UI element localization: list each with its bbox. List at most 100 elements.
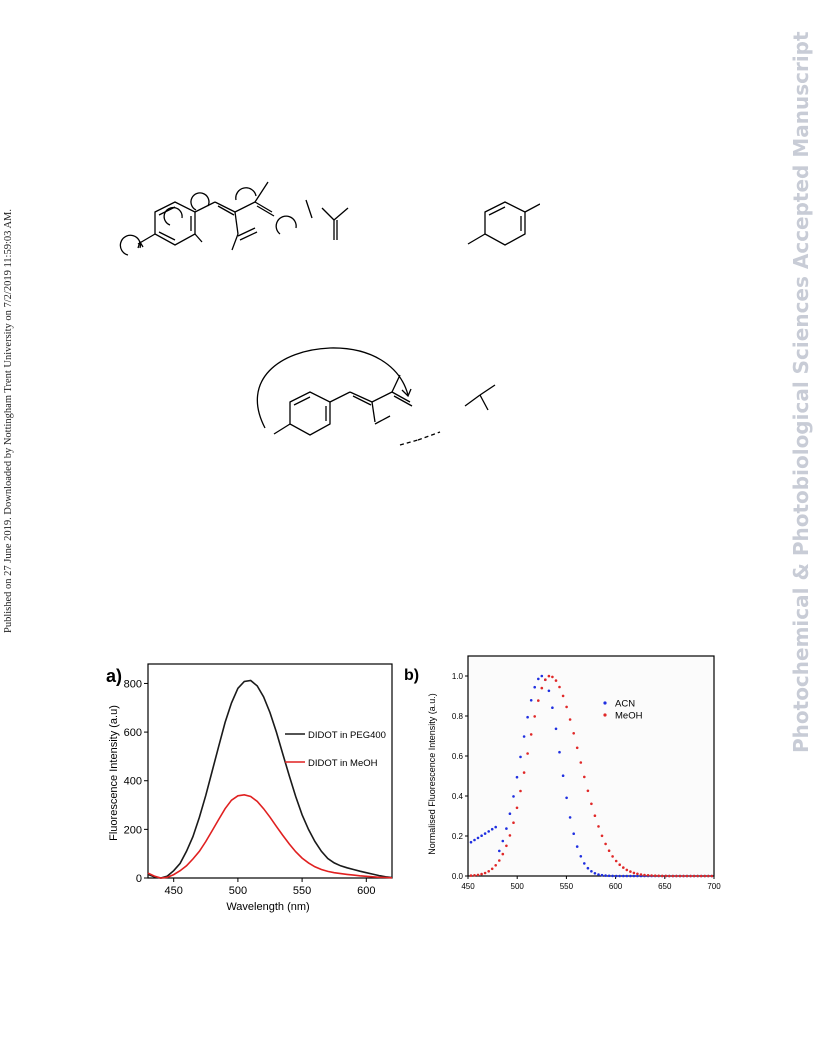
data-point-meoh [498,859,501,862]
x-tick-label-a: 600 [357,885,375,897]
panel-label-b: b) [404,667,419,684]
data-point-acn [476,836,480,840]
data-point-meoh [692,874,696,878]
data-point-meoh [703,874,707,878]
y-tick-label-b: 0.8 [452,712,464,721]
plot-frame-b [467,655,715,877]
chart-a: a) 450 500 550 600 0 200 400 600 800 DIDOT in PEG… [106,663,393,913]
data-point-acn [593,872,597,875]
data-point-meoh [664,874,668,878]
data-point-acn [590,870,593,873]
legend-label-b: ACN [615,699,635,710]
data-point-acn [515,775,519,779]
data-point-meoh [508,834,512,837]
data-point-acn [618,874,621,878]
data-point-meoh [618,863,621,866]
data-point-meoh [544,678,547,681]
data-point-acn [554,727,558,731]
data-point-acn [611,874,614,878]
data-point-acn [625,874,629,878]
x-tick-label-b: 650 [658,882,672,891]
data-point-meoh [650,874,653,877]
data-point-acn [614,874,618,878]
data-point-acn [522,735,526,738]
legend-label-a: DIDOT in MeOH [308,758,378,769]
legend-marker-b [603,713,607,717]
data-point-meoh [529,733,533,736]
data-point-meoh [526,752,529,755]
data-point-meoh [622,866,625,869]
data-point-acn [568,816,572,819]
data-point-acn [487,830,490,833]
data-point-meoh [685,874,689,878]
y-tick-label-b: 0.6 [452,752,464,761]
y-tick-label-b: 0.4 [452,792,464,801]
data-point-acn [529,699,533,702]
data-point-meoh [540,686,544,690]
data-point-meoh [707,874,710,878]
data-point-meoh [625,868,629,872]
data-point-meoh [699,874,703,878]
data-point-meoh [473,874,476,877]
x-tick-label-b: 700 [707,882,721,891]
plot-frame-a [147,663,393,879]
data-point-meoh [515,806,519,810]
structure-top-left [119,181,349,256]
data-point-meoh [636,872,639,876]
data-point-meoh [568,718,572,721]
data-point-meoh [561,694,565,698]
data-point-meoh [483,871,487,875]
data-point-meoh [533,715,536,718]
data-point-meoh [558,685,561,689]
y-tick-label-b: 1.0 [452,672,464,681]
data-point-acn [526,715,529,719]
data-point-meoh [657,874,660,878]
data-point-acn [508,812,512,815]
y-tick-label-b: 0.2 [452,832,464,841]
data-point-meoh [590,802,593,806]
publication-note: Published on 27 June 2019. Downloaded by… [3,209,14,633]
data-point-meoh [476,873,480,877]
data-point-acn [579,855,583,858]
data-point-acn [575,845,579,848]
legend-marker-b [603,701,607,705]
data-point-meoh [547,674,551,678]
data-point-acn [519,755,522,759]
data-point-acn [586,866,590,870]
legend-label-b: MeOH [615,711,643,722]
x-tick-label-a: 550 [293,885,311,897]
data-point-acn [483,832,487,835]
data-point-meoh [480,872,483,876]
data-point-meoh [522,771,526,774]
data-point-acn [561,774,565,777]
data-point-meoh [579,761,583,764]
data-point-meoh [643,873,646,877]
data-point-meoh [678,874,682,878]
data-point-meoh [505,844,508,848]
data-point-meoh [501,852,505,856]
x-tick-label-b: 500 [511,882,525,891]
data-point-meoh [586,789,590,793]
data-point-acn [636,874,639,878]
data-point-acn [583,862,586,865]
y-axis-label-b: Normalised Fluorescence Intensity (a.u.) [427,693,437,855]
data-point-meoh [682,874,685,878]
data-point-meoh [660,874,664,878]
data-point-meoh [494,864,497,867]
series-line-didot-in-peg400 [147,679,393,879]
x-tick-label-b: 600 [609,882,623,891]
data-point-meoh [668,874,671,878]
y-tick-label-a: 600 [124,727,142,739]
data-point-acn [505,827,508,830]
data-point-acn [501,839,505,843]
legend-label-a: DIDOT in PEG400 [308,730,386,741]
data-point-meoh [689,874,692,878]
data-point-acn [537,677,540,681]
data-point-acn [498,849,501,853]
chart-b: b) 450 500 550 600 650 700 0.0 0.2 0.4 0.6 0.8 1.0 A… [404,655,721,891]
data-point-meoh [611,855,614,858]
data-point-acn [565,796,568,800]
panel-label-a: a) [106,666,122,686]
data-point-meoh [600,834,604,838]
data-point-acn [597,873,600,876]
